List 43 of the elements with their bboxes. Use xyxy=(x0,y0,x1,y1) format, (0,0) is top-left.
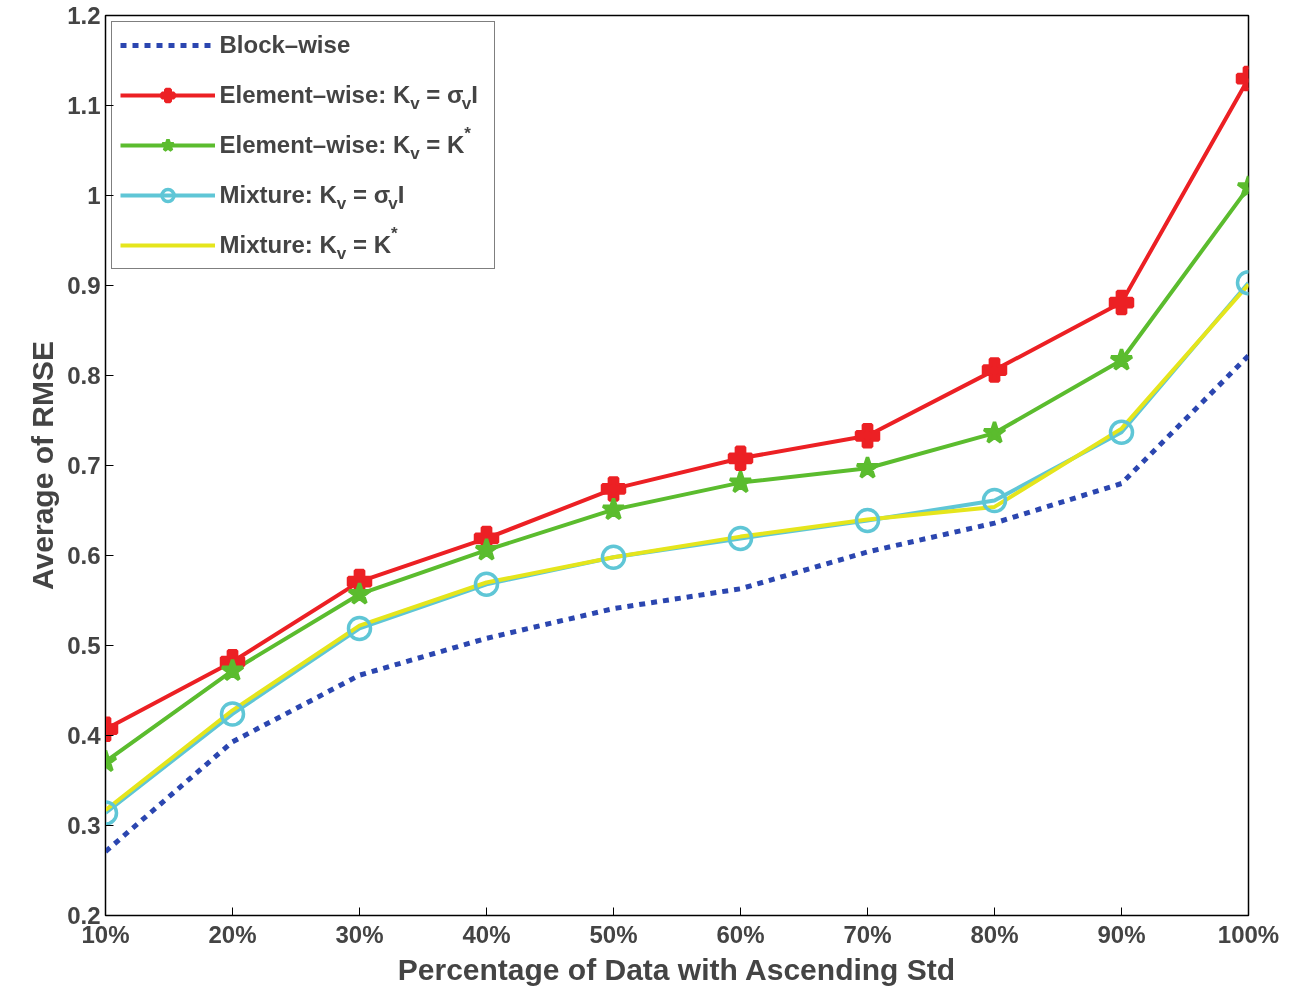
x-tick-label: 100% xyxy=(1217,920,1280,948)
x-tick-label: 40% xyxy=(462,920,511,948)
y-tick-label: 0.9 xyxy=(67,272,101,299)
point xyxy=(600,476,627,502)
point xyxy=(854,507,881,534)
point xyxy=(473,571,500,598)
y-tick-label: 0.4 xyxy=(67,722,102,749)
x-tick-label: 20% xyxy=(208,920,257,948)
x-tick-label: 80% xyxy=(970,920,1019,948)
y-tick-label: 0.3 xyxy=(67,812,101,839)
point xyxy=(1108,289,1135,316)
point xyxy=(728,469,753,494)
point xyxy=(727,445,754,472)
point xyxy=(601,496,626,521)
y-tick-label: 0.8 xyxy=(67,362,101,389)
y-tick-label: 1.2 xyxy=(67,2,101,29)
y-tick-label: 0.5 xyxy=(67,632,101,659)
point xyxy=(981,487,1008,514)
x-tick-label: 30% xyxy=(335,920,384,948)
legend-label: Block–wise xyxy=(219,31,351,58)
point xyxy=(474,537,499,561)
point xyxy=(600,544,627,571)
point xyxy=(1108,419,1135,445)
x-axis-title: Percentage of Data with Ascending Std xyxy=(397,952,956,986)
point xyxy=(982,420,1007,444)
x-tick-label: 50% xyxy=(589,920,638,948)
y-tick-label: 0.6 xyxy=(67,542,101,569)
x-tick-label: 70% xyxy=(843,920,892,948)
point xyxy=(219,701,246,727)
point xyxy=(220,657,245,682)
x-tick-label: 90% xyxy=(1097,920,1146,948)
x-tick-label: 60% xyxy=(716,920,765,948)
y-tick-label: 1.1 xyxy=(67,92,101,119)
point xyxy=(347,581,372,605)
point xyxy=(855,455,880,479)
y-tick-label: 1 xyxy=(87,182,101,209)
point xyxy=(981,357,1008,383)
y-tick-label: 0.7 xyxy=(67,452,101,479)
point xyxy=(1109,347,1134,371)
y-axis-title: Average of RMSE xyxy=(26,341,60,590)
point xyxy=(346,615,373,642)
point xyxy=(854,423,881,449)
point xyxy=(727,525,754,552)
